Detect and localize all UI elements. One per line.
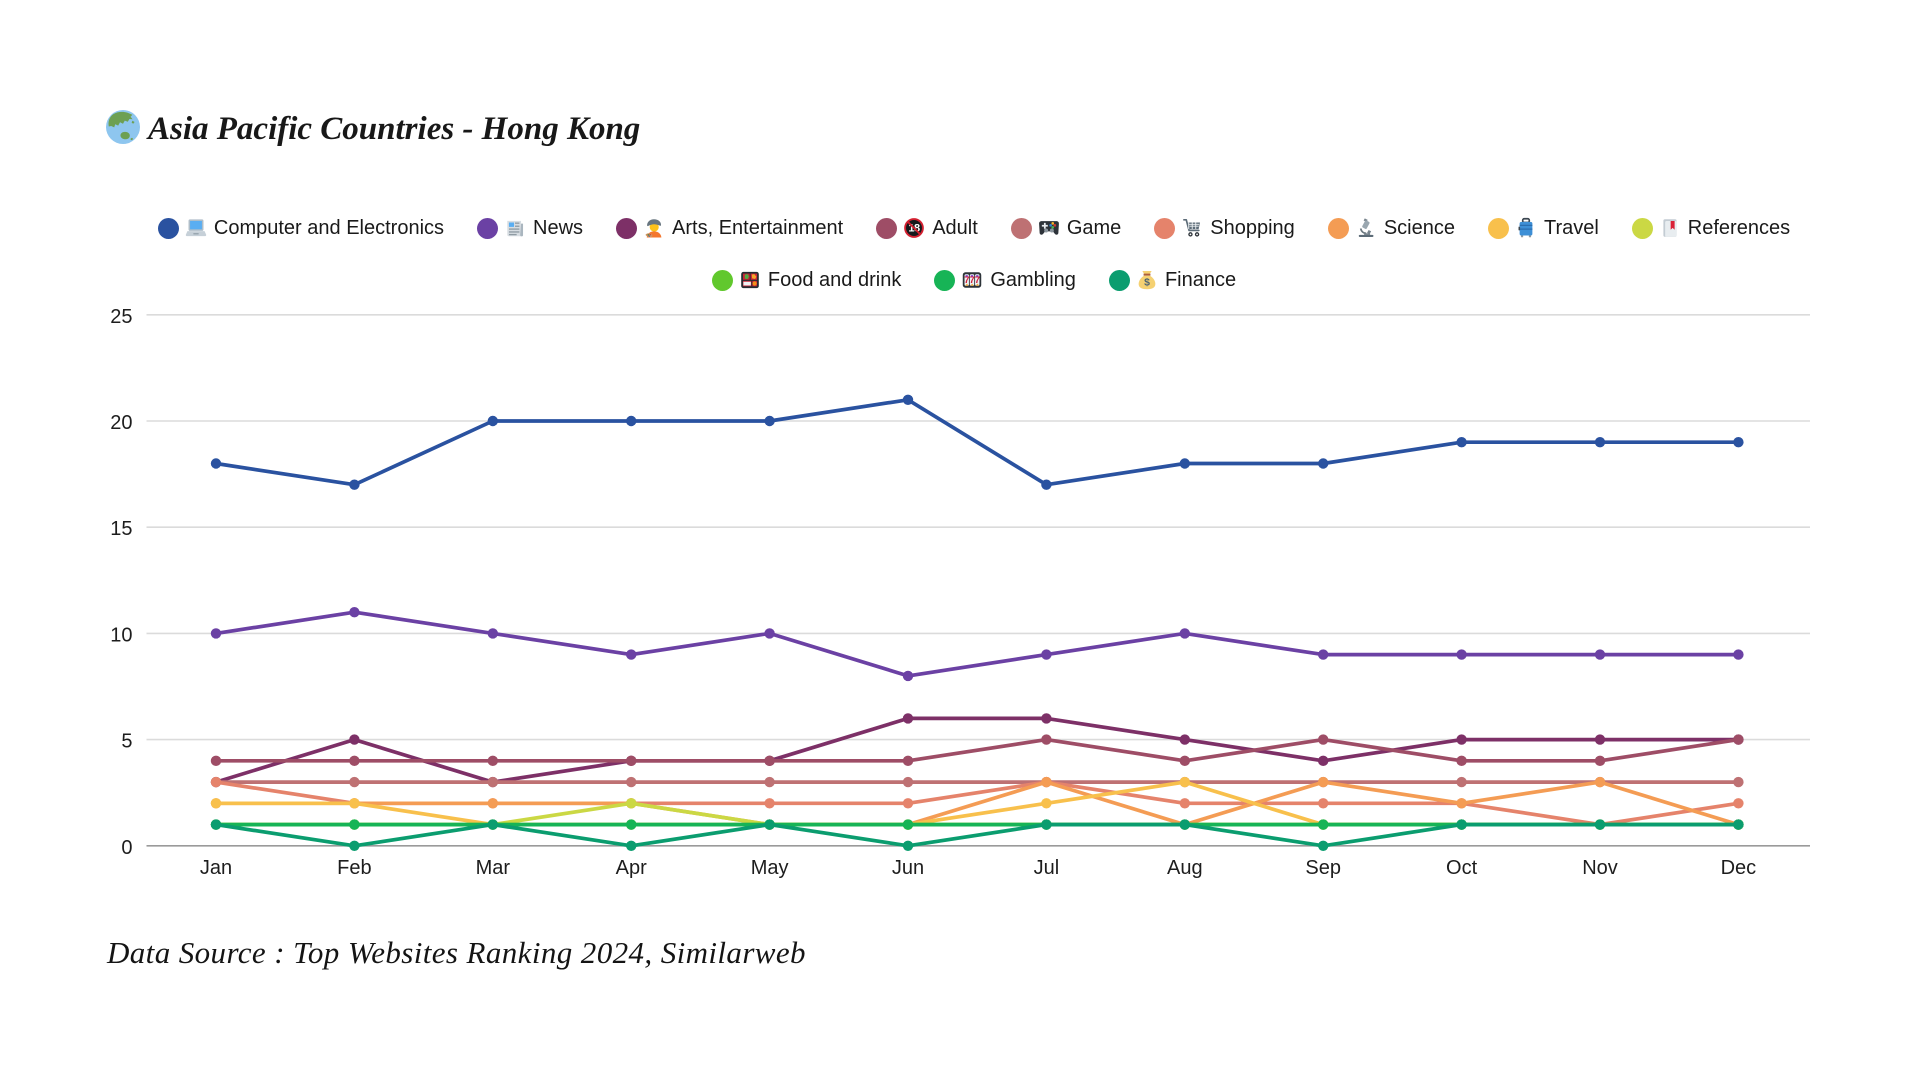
svg-text:10: 10 <box>110 624 132 646</box>
svg-text:Nov: Nov <box>1582 857 1618 879</box>
svg-text:Jul: Jul <box>1034 857 1060 879</box>
svg-text:May: May <box>751 857 789 879</box>
svg-text:$: $ <box>1144 278 1150 289</box>
svg-text:15: 15 <box>110 518 132 540</box>
svg-text:25: 25 <box>110 306 132 328</box>
svg-text:Jan: Jan <box>200 857 232 879</box>
svg-text:7: 7 <box>970 275 975 285</box>
svg-text:5: 5 <box>121 731 132 753</box>
svg-text:Feb: Feb <box>337 857 371 879</box>
svg-text:Mar: Mar <box>476 857 511 879</box>
svg-text:7: 7 <box>975 275 980 285</box>
svg-text:Dec: Dec <box>1721 857 1757 879</box>
svg-text:0: 0 <box>121 837 132 859</box>
svg-text:Oct: Oct <box>1446 857 1478 879</box>
svg-text:Apr: Apr <box>616 857 647 879</box>
svg-text:Jun: Jun <box>892 857 924 879</box>
svg-text:Sep: Sep <box>1305 857 1341 879</box>
svg-text:20: 20 <box>110 412 132 434</box>
svg-text:Aug: Aug <box>1167 857 1203 879</box>
svg-text:7: 7 <box>965 275 970 285</box>
